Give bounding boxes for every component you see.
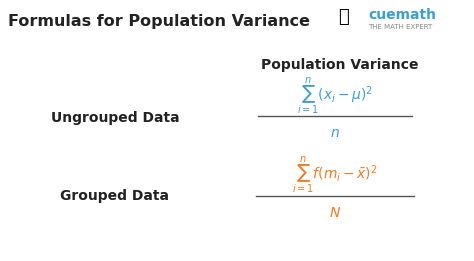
Text: 🚀: 🚀 xyxy=(338,8,349,26)
Text: Ungrouped Data: Ungrouped Data xyxy=(51,111,179,125)
Text: cuemath: cuemath xyxy=(368,8,436,22)
Text: $\sum_{i=1}^{n}f(m_i - \bar{x})^2$: $\sum_{i=1}^{n}f(m_i - \bar{x})^2$ xyxy=(292,154,378,196)
Text: $N$: $N$ xyxy=(329,206,341,220)
Text: THE MATH EXPERT: THE MATH EXPERT xyxy=(368,24,432,30)
Text: $\sum_{i=1}^{n}(x_i - \mu)^2$: $\sum_{i=1}^{n}(x_i - \mu)^2$ xyxy=(297,75,373,117)
Text: Grouped Data: Grouped Data xyxy=(61,189,170,203)
Text: $n$: $n$ xyxy=(330,126,340,140)
Text: Population Variance: Population Variance xyxy=(261,58,419,72)
Text: Formulas for Population Variance: Formulas for Population Variance xyxy=(8,14,310,29)
